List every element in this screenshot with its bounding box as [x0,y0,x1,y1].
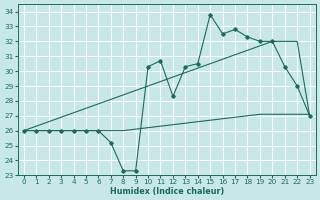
X-axis label: Humidex (Indice chaleur): Humidex (Indice chaleur) [109,187,224,196]
